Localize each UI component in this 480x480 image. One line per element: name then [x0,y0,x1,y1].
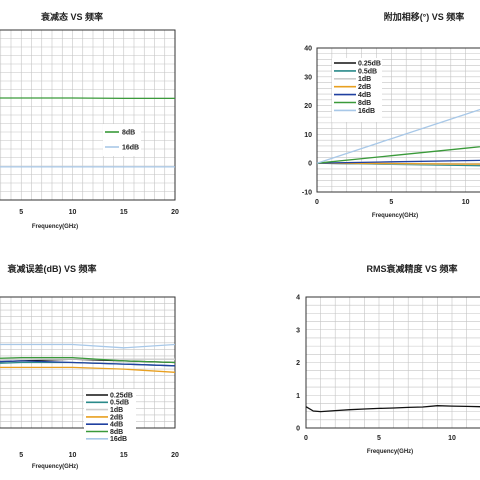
plot-frame [305,296,480,429]
x-tick-label: 0 [304,435,308,442]
x-tick-label: 10 [69,452,77,459]
series-line-8db [0,356,176,364]
legend-label: 0.25dB [358,60,381,67]
series-line-4db [0,360,176,367]
series-line-16db [0,343,176,349]
legend-label: 16dB [122,144,139,151]
x-tick-label: 20 [171,209,179,216]
x-tick-label: 15 [120,452,128,459]
x-tick-label: 0 [315,199,319,206]
y-tick-label: 0 [308,161,312,168]
y-tick-label: 10 [304,132,312,139]
series-line-2db [0,366,176,373]
series-line-2db [316,162,480,165]
grid-lines [0,29,176,201]
y-tick-label: 30 [304,74,312,81]
legend: 8dB 16dB [103,124,141,156]
x-tick-label: 5 [19,209,23,216]
series-line-8db [316,146,480,164]
grid-lines [0,296,176,429]
plot-frame [0,29,176,201]
legend-label: 8dB [122,129,135,136]
y-tick-label: 3 [296,327,300,334]
legend-label: 16dB [110,436,127,443]
chart-title: 衰减态 VS 频率 [40,11,103,22]
chart-p3: 衰减误差(dB) VS 频率 5 10 15 20 Frequency(GHz) 0.25d… [0,263,179,470]
x-axis-label: Frequency(GHz) [367,449,413,455]
legend-label: 1dB [358,76,371,83]
legend-box [103,124,141,156]
legend-label: 2dB [110,414,123,421]
x-axis-label: Frequency(GHz) [372,213,418,219]
chart-title: RMS衰减精度 VS 频率 [366,263,457,274]
y-tick-label: 40 [304,46,312,53]
y-tick-label: 4 [296,295,300,302]
legend-label: 8dB [110,429,123,436]
x-tick-label: 20 [171,452,179,459]
y-tick-label: -10 [302,190,312,197]
y-tick-label: 2 [296,360,300,367]
x-tick-label: 10 [69,209,77,216]
x-tick-label: 5 [377,435,381,442]
series-line-16db [316,108,480,164]
legend-box [332,58,382,122]
series-line-rms [305,405,480,413]
x-axis-label: Frequency(GHz) [32,224,78,230]
y-tick-label: 1 [296,393,300,400]
legend-label: 2dB [358,84,371,91]
x-tick-label: 10 [448,435,456,442]
legend-label: 0.25dB [110,392,133,399]
chart-title: 衰减误差(dB) VS 频率 [7,263,97,274]
chart-p2: 附加相移(°) VS 频率0 5 10-10010203040Frequency(G… [302,11,480,219]
x-tick-label: 5 [389,199,393,206]
legend-label: 1dB [110,407,123,414]
chart-title: 附加相移(°) VS 频率 [384,11,465,22]
plot-frame [316,47,480,193]
y-tick-label: 0 [296,426,300,433]
x-tick-label: 5 [19,452,23,459]
legend-label: 8dB [358,100,371,107]
chart-p1: 衰减态 VS 频率 5 10 15 20 Frequency(GHz) 8dB 16dB [0,11,179,230]
x-axis-label: Frequency(GHz) [32,464,78,470]
legend-label: 0.5dB [358,68,377,75]
legend-label: 0.5dB [110,400,129,407]
y-tick-label: 20 [304,103,312,110]
legend-label: 16dB [358,108,375,115]
legend-label: 4dB [358,92,371,99]
x-tick-label: 10 [462,199,470,206]
series-line-4db [316,159,480,164]
x-tick-label: 15 [120,209,128,216]
chart-p4: RMS衰减精度 VS 频率 0 5 10 0 1 2 3 4 Frequency(GHz) [296,263,480,455]
legend-label: 4dB [110,422,123,429]
